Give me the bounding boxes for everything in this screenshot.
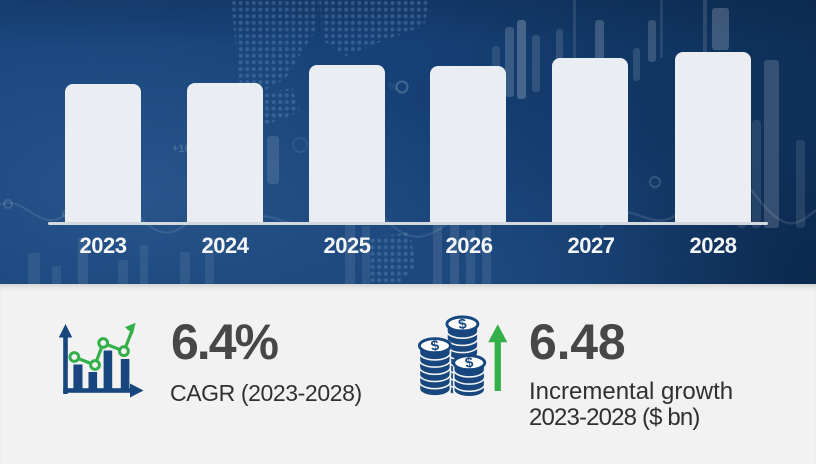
svg-text:$: $ (430, 338, 441, 355)
svg-text:$: $ (464, 355, 475, 372)
svg-text:$: $ (457, 316, 468, 333)
svg-text:%: % (388, 82, 397, 93)
